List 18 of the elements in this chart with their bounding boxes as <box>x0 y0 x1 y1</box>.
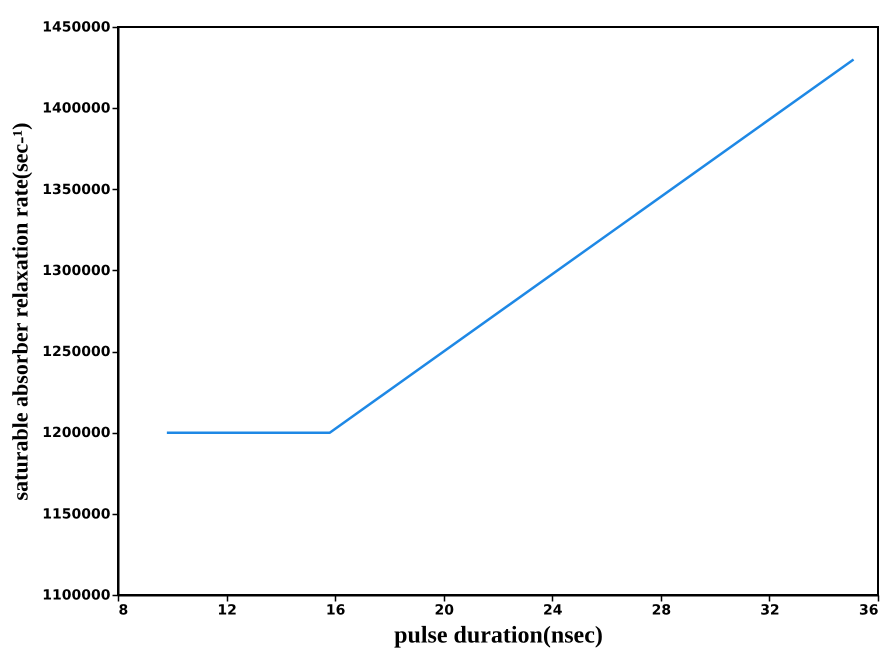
y-tick-label: 1100000 <box>42 588 111 604</box>
x-tick-label: 20 <box>434 602 454 618</box>
y-tick-label: 1350000 <box>42 182 111 198</box>
x-tick-label: 12 <box>217 602 237 618</box>
y-tick-label: 1400000 <box>42 100 111 117</box>
x-tick-label: 24 <box>543 602 563 618</box>
x-tick-label: 32 <box>760 602 780 618</box>
x-tick-label: 16 <box>326 602 346 618</box>
x-tick-label: 36 <box>859 602 878 618</box>
y-tick-label: 1450000 <box>42 20 111 36</box>
y-tick-label: 1200000 <box>42 425 111 442</box>
y-tick-label: 1150000 <box>42 506 111 522</box>
y-tick-label: 1250000 <box>42 344 111 360</box>
y-axis-title: saturable absorber relaxation rate(sec-¹) <box>7 122 32 500</box>
x-tick-label: 8 <box>118 602 128 618</box>
x-axis-title: pulse duration(nsec) <box>394 622 603 648</box>
x-tick-label: 28 <box>652 602 672 618</box>
y-tick-label: 1300000 <box>42 262 111 279</box>
